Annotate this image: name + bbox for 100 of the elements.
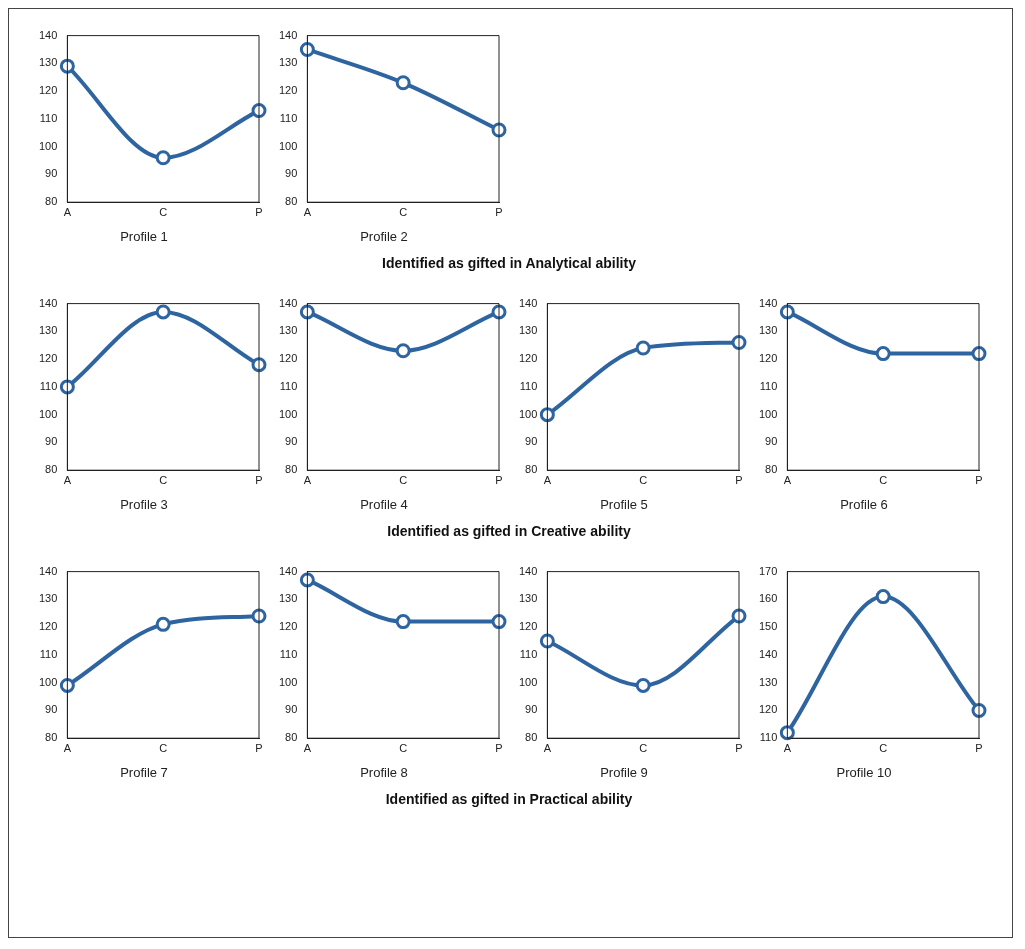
y-tick-label: 100: [278, 675, 298, 688]
y-tick-label: 80: [45, 195, 58, 208]
y-tick-label: 80: [285, 195, 298, 208]
text: Profile 9: [600, 764, 648, 780]
x-tick-label: P: [495, 741, 503, 754]
y-tick-label: 110: [279, 111, 298, 124]
x-tick-label: C: [639, 473, 648, 486]
text: Identified as gifted in Practical ability: [384, 791, 634, 807]
y-tick-label: 120: [758, 352, 778, 365]
y-tick-label: 110: [39, 379, 58, 392]
x-tick-label: C: [879, 741, 888, 754]
y-tick-label: 110: [39, 647, 58, 660]
y-tick-label: 90: [525, 435, 538, 448]
x-tick-label: A: [63, 741, 72, 754]
x-tick-label: A: [303, 741, 312, 754]
y-tick-label: 150: [758, 620, 778, 633]
y-tick-label: 120: [278, 84, 298, 97]
x-tick-label: A: [543, 741, 552, 754]
point: [875, 589, 891, 605]
y-tick-label: 120: [518, 620, 538, 633]
y-tick-label: 140: [518, 564, 538, 577]
point: [155, 616, 171, 632]
y-tick-label: 140: [278, 28, 298, 41]
text: Identified as gifted in Creative ability: [386, 523, 632, 539]
x-tick-label: P: [495, 473, 503, 486]
x-tick-label: C: [159, 205, 168, 218]
y-tick-label: 100: [278, 407, 298, 420]
y-tick-label: 90: [765, 435, 778, 448]
y-tick-label: 140: [278, 296, 298, 309]
y-tick-label: 110: [759, 731, 778, 744]
x-tick-label: A: [303, 473, 312, 486]
point: [299, 41, 315, 57]
text: Profile 5: [600, 496, 648, 512]
x-tick-label: P: [255, 473, 263, 486]
y-tick-label: 100: [518, 675, 538, 688]
y-tick-label: 90: [45, 167, 58, 180]
y-tick-label: 110: [519, 647, 538, 660]
y-tick-label: 110: [279, 379, 298, 392]
y-tick-label: 80: [525, 731, 538, 744]
y-tick-label: 80: [285, 463, 298, 476]
y-tick-label: 80: [45, 463, 58, 476]
x-tick-label: C: [399, 473, 408, 486]
x-tick-label: P: [255, 741, 263, 754]
y-tick-label: 120: [518, 352, 538, 365]
y-tick-label: 140: [518, 296, 538, 309]
y-tick-label: 130: [278, 324, 298, 337]
y-tick-label: 160: [758, 592, 778, 605]
x-tick-label: P: [255, 205, 263, 218]
y-tick-label: 120: [758, 703, 778, 716]
x-tick-label: C: [399, 205, 408, 218]
y-tick-label: 120: [278, 352, 298, 365]
text: Profile 3: [120, 496, 168, 512]
text: Identified as gifted in Analytical ability: [381, 255, 637, 271]
point: [635, 677, 651, 693]
y-tick-label: 130: [518, 592, 538, 605]
y-tick-label: 130: [518, 324, 538, 337]
y-tick-label: 100: [278, 139, 298, 152]
y-tick-label: 130: [278, 592, 298, 605]
y-tick-label: 90: [285, 167, 298, 180]
y-tick-label: 90: [285, 435, 298, 448]
x-tick-label: P: [735, 473, 743, 486]
point: [59, 677, 75, 693]
y-tick-label: 130: [38, 56, 58, 69]
y-tick-label: 100: [38, 139, 58, 152]
point: [59, 58, 75, 74]
y-tick-label: 130: [758, 675, 778, 688]
point: [779, 725, 795, 741]
y-tick-label: 140: [38, 296, 58, 309]
x-tick-label: P: [735, 741, 743, 754]
y-tick-label: 130: [38, 592, 58, 605]
point: [395, 75, 411, 91]
point: [155, 150, 171, 166]
y-tick-label: 110: [519, 379, 538, 392]
text: Profile 2: [360, 228, 408, 244]
y-tick-label: 110: [279, 647, 298, 660]
y-tick-label: 120: [38, 352, 58, 365]
x-tick-label: C: [159, 741, 168, 754]
y-tick-label: 170: [758, 564, 778, 577]
point: [59, 379, 75, 395]
y-tick-label: 90: [285, 703, 298, 716]
y-tick-label: 90: [45, 435, 58, 448]
x-tick-label: A: [303, 205, 312, 218]
y-tick-label: 80: [525, 463, 538, 476]
y-tick-label: 100: [38, 407, 58, 420]
y-tick-label: 80: [285, 731, 298, 744]
y-tick-label: 120: [278, 620, 298, 633]
text: Profile 4: [360, 496, 408, 512]
y-tick-label: 90: [45, 703, 58, 716]
point: [635, 340, 651, 356]
point: [539, 633, 555, 649]
x-tick-label: P: [975, 473, 983, 486]
x-tick-label: A: [783, 473, 792, 486]
x-tick-label: C: [639, 741, 648, 754]
x-tick-label: P: [975, 741, 983, 754]
y-tick-label: 120: [38, 84, 58, 97]
y-tick-label: 140: [758, 296, 778, 309]
y-tick-label: 120: [38, 620, 58, 633]
x-tick-label: A: [63, 205, 72, 218]
x-tick-label: P: [495, 205, 503, 218]
y-tick-label: 110: [39, 111, 58, 124]
